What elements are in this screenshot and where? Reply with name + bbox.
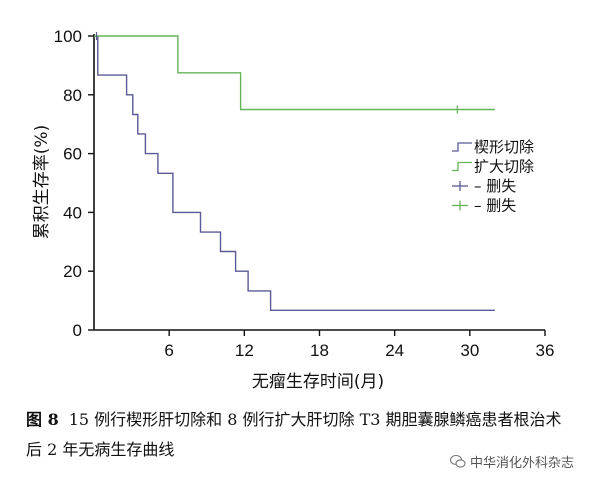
legend-label: – 删失 — [474, 197, 516, 215]
x-tick-label: 30 — [460, 341, 479, 360]
y-axis-label: 累积生存率(%) — [32, 125, 52, 239]
figure-label: 图 8 — [26, 410, 59, 429]
chart-axes: 0 20 40 60 80 100 6 12 18 24 30 36 — [54, 27, 555, 360]
series-line-1 — [94, 35, 495, 311]
y-tick-label: 60 — [63, 145, 82, 164]
legend-swatch-line — [452, 161, 472, 172]
wechat-icon — [449, 454, 466, 468]
y-tick-label: 80 — [63, 86, 82, 105]
x-tick-label: 6 — [164, 341, 173, 360]
figure-caption-text: 15 例行楔形肝切除和 8 例行扩大肝切除 T3 期胆囊腺鳞癌患者根治术后 2 … — [26, 410, 562, 459]
x-tick-label: 24 — [385, 341, 404, 360]
watermark: 中华消化外科杂志 — [449, 452, 575, 471]
legend-swatch-line — [452, 142, 472, 152]
y-tick-label: 100 — [54, 27, 82, 46]
x-tick-label: 12 — [235, 341, 254, 360]
legend-label: 扩大切除 — [474, 158, 534, 176]
legend-label: – 删失 — [474, 177, 516, 195]
watermark-text: 中华消化外科杂志 — [470, 456, 575, 471]
legend-label: 楔形切除 — [474, 138, 534, 156]
series-line-2 — [94, 35, 495, 111]
y-tick-label: 20 — [63, 262, 82, 281]
y-tick-label: 40 — [63, 203, 82, 222]
x-axis-label: 无瘤生存时间(月) — [252, 372, 384, 392]
x-tick-label: 36 — [536, 341, 555, 360]
figure-caption: 图 8 15 例行楔形肝切除和 8 例行扩大肝切除 T3 期胆囊腺鳞癌患者根治术后… — [26, 405, 571, 465]
x-tick-label: 18 — [310, 341, 329, 360]
chart-series — [94, 32, 495, 311]
y-tick-label: 0 — [73, 321, 82, 340]
